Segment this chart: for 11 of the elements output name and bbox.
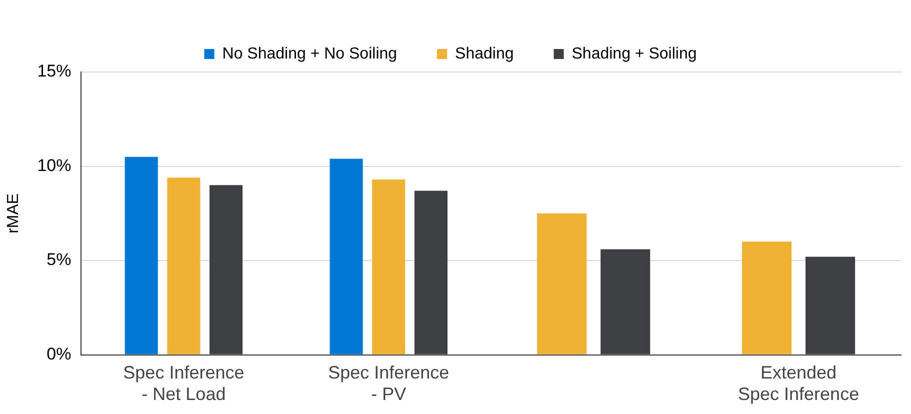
x-tick-label: Extended Spec Inference	[738, 362, 860, 404]
y-axis-title: rMAE	[5, 193, 22, 234]
y-tick-label: 15%	[37, 62, 72, 81]
y-tick-label: 5%	[46, 250, 72, 270]
y-tick-label: 10%	[37, 156, 72, 175]
x-tick-label: Spec Inference - Net Load	[123, 362, 244, 404]
legend-label: Shading + Soiling	[572, 45, 697, 62]
x-tick-label: Spec Inference - PV	[328, 362, 450, 404]
legend-label: No Shading + No Soiling	[222, 45, 398, 62]
legend-label: Shading	[455, 45, 514, 62]
y-tick-label: 0%	[46, 344, 72, 364]
